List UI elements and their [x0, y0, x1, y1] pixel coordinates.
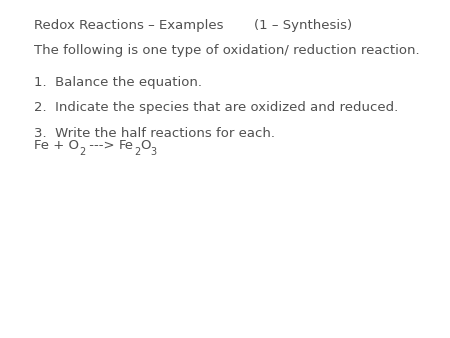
- Text: Fe: Fe: [119, 139, 134, 152]
- Text: Fe + O: Fe + O: [34, 139, 79, 152]
- Text: The following is one type of oxidation/ reduction reaction.: The following is one type of oxidation/ …: [34, 44, 419, 57]
- Text: 2: 2: [134, 147, 140, 157]
- Text: (1 – Synthesis): (1 – Synthesis): [254, 19, 352, 31]
- Text: Redox Reactions – Examples: Redox Reactions – Examples: [34, 19, 223, 31]
- Text: 2.  Indicate the species that are oxidized and reduced.: 2. Indicate the species that are oxidize…: [34, 101, 398, 114]
- Text: 3: 3: [151, 147, 157, 157]
- Text: 1.  Balance the equation.: 1. Balance the equation.: [34, 76, 202, 89]
- Text: 2: 2: [79, 147, 85, 157]
- Text: --->: --->: [85, 139, 119, 152]
- Text: O: O: [140, 139, 151, 152]
- Text: 3.  Write the half reactions for each.: 3. Write the half reactions for each.: [34, 127, 275, 140]
